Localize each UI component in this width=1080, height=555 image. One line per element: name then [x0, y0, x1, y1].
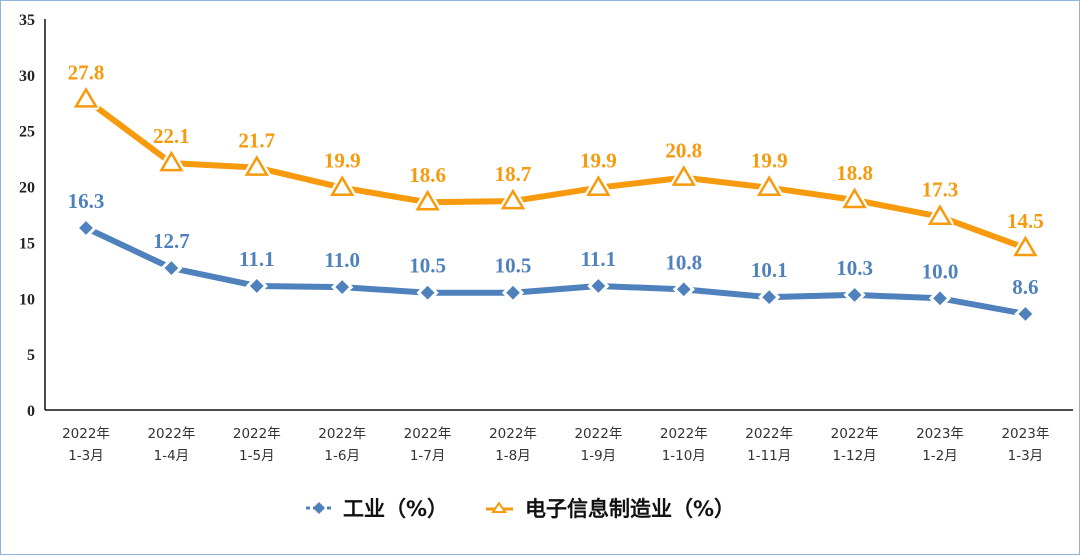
y-tick-label: 20 [19, 180, 35, 197]
triangle-marker [586, 175, 611, 196]
triangle-marker [330, 175, 355, 196]
diamond-marker [672, 278, 695, 301]
data-label: 14.5 [1007, 209, 1044, 233]
triangle-marker [671, 165, 696, 186]
data-label: 19.9 [751, 149, 788, 173]
x-tick-label-year: 2023年 [1001, 426, 1049, 442]
diamond-marker [160, 257, 183, 280]
data-label: 18.8 [836, 161, 873, 185]
x-tick-label-period: 1-3月 [1008, 448, 1044, 464]
y-tick-label: 25 [19, 124, 35, 141]
diamond-marker [245, 274, 268, 298]
legend-triangle-icon [491, 501, 507, 513]
x-tick-label-year: 2022年 [574, 426, 622, 442]
x-tick-label-period: 1-8月 [495, 448, 531, 464]
data-label: 10.0 [922, 259, 959, 283]
x-tick-label-period: 1-2月 [922, 448, 958, 464]
data-label: 21.7 [238, 129, 275, 153]
data-label: 18.7 [495, 162, 532, 186]
series-line-0 [84, 225, 1026, 317]
triangle-marker [73, 86, 99, 108]
triangle-marker [500, 188, 526, 210]
data-label: 11.0 [324, 248, 360, 272]
y-tick-label: 5 [27, 347, 35, 364]
x-tick-label-period: 1-5月 [239, 448, 275, 464]
diamond-marker [331, 275, 354, 299]
data-label: 10.3 [836, 256, 873, 280]
diamond-marker [587, 274, 610, 298]
x-tick-label-period: 1-4月 [154, 448, 190, 464]
x-tick-label-year: 2022年 [233, 426, 281, 442]
diamond-marker [1014, 302, 1037, 326]
triangle-marker [842, 187, 867, 209]
x-tick-label-period: 1-11月 [747, 448, 791, 464]
x-tick-label-year: 2022年 [404, 426, 452, 442]
diamond-marker [758, 286, 781, 309]
y-tick-label: 30 [19, 68, 35, 85]
data-label: 19.9 [580, 149, 617, 173]
x-tick-label-period: 1-3月 [68, 448, 104, 464]
data-label: 16.3 [68, 189, 105, 213]
data-label: 8.6 [1012, 275, 1038, 299]
x-tick-label-period: 1-9月 [581, 448, 617, 464]
y-tick-label: 10 [19, 291, 35, 308]
triangle-marker [757, 175, 782, 196]
x-tick-label-period: 1-10月 [662, 448, 706, 464]
y-tick-label: 15 [19, 235, 35, 252]
legend-label-electronics: 电子信息制造业（%） [525, 497, 735, 521]
data-label: 10.5 [409, 254, 446, 278]
legend-diamond-icon [313, 502, 325, 514]
x-tick-label-year: 2022年 [318, 426, 366, 442]
diamond-marker [74, 216, 98, 240]
data-label: 11.1 [581, 247, 617, 271]
data-label: 22.1 [153, 124, 190, 148]
data-label: 17.3 [922, 178, 959, 202]
triangle-marker [927, 204, 953, 225]
x-tick-label-year: 2022年 [745, 426, 793, 442]
triangle-marker [159, 150, 184, 172]
diamond-marker [501, 281, 525, 304]
triangle-marker [1013, 235, 1038, 257]
x-tick-label-year: 2022年 [147, 426, 195, 442]
data-label: 10.8 [665, 250, 702, 274]
data-label: 19.9 [324, 149, 361, 173]
diamond-marker [416, 281, 439, 304]
x-tick-label-year: 2022年 [62, 426, 110, 442]
data-label: 11.1 [239, 247, 275, 271]
data-label: 20.8 [665, 139, 702, 163]
x-tick-label-year: 2023年 [916, 426, 964, 442]
x-tick-label-year: 2022年 [831, 426, 879, 442]
data-label: 18.6 [409, 163, 446, 187]
x-tick-label-period: 1-12月 [833, 448, 877, 464]
series-line-1 [84, 97, 1027, 251]
y-tick-label: 35 [19, 12, 35, 29]
triangle-marker [244, 155, 269, 176]
y-tick-label: 0 [27, 403, 35, 420]
x-tick-label-period: 1-7月 [410, 448, 446, 464]
x-tick-label-period: 1-6月 [324, 448, 360, 464]
diamond-marker [843, 283, 866, 307]
data-label: 27.8 [68, 60, 105, 84]
diamond-marker [928, 287, 952, 310]
x-tick-label-year: 2022年 [660, 426, 708, 442]
data-label: 10.5 [495, 254, 532, 278]
x-tick-label-year: 2022年 [489, 426, 537, 442]
data-label: 10.1 [751, 258, 788, 282]
triangle-marker [415, 189, 440, 211]
data-label: 12.7 [153, 229, 190, 253]
legend-label-industry: 工业（%） [343, 497, 448, 521]
